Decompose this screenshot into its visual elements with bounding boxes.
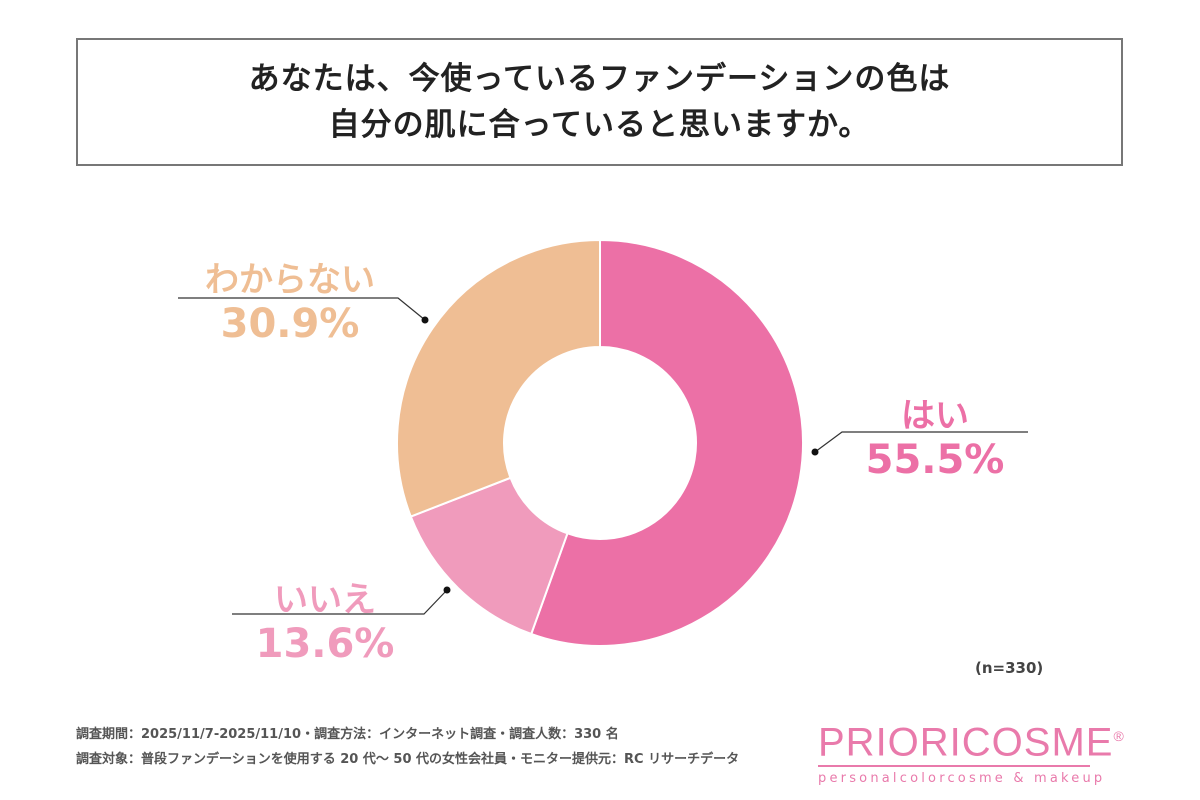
leader-line-0 bbox=[814, 431, 1028, 453]
logo-rule bbox=[818, 765, 1090, 768]
category-label: いいえ bbox=[274, 580, 376, 620]
leader-line-2 bbox=[178, 297, 426, 321]
leader-dot-2 bbox=[421, 316, 429, 324]
brand-logo: PRIORICOSME® personalcolorcosme & makeup bbox=[818, 715, 1124, 787]
sample-size: (n=330) bbox=[975, 659, 1044, 677]
percent-label: 55.5% bbox=[865, 437, 1005, 483]
registered-mark: ® bbox=[1113, 728, 1125, 744]
category-label: わからない bbox=[205, 260, 375, 300]
percent-label: 30.9% bbox=[220, 301, 360, 347]
donut-slice-0 bbox=[529, 238, 804, 647]
label-wakaranai: わからない 30.9% bbox=[185, 252, 395, 347]
label-iie: いいえ 13.6% bbox=[240, 572, 410, 667]
leader-dot-0 bbox=[811, 448, 819, 456]
donut-slice-2 bbox=[396, 238, 601, 518]
label-hai: はい 55.5% bbox=[860, 388, 1010, 483]
leader-dot-1 bbox=[443, 586, 451, 594]
title-line-2: 自分の肌に合っていると思いますか。 bbox=[328, 107, 871, 143]
logo-tagline: personalcolorcosme & makeup bbox=[818, 771, 1106, 787]
leader-line-1 bbox=[232, 589, 448, 615]
title-line-1: あなたは、今使っているファンデーションの色は bbox=[248, 61, 951, 97]
footer-line-1: 調査期間：2025/11/7-2025/11/10・調査方法：インターネット調査… bbox=[76, 727, 619, 742]
logo-text: PRIORICOSME bbox=[818, 720, 1114, 765]
percent-label: 13.6% bbox=[255, 621, 395, 667]
category-label: はい bbox=[901, 396, 969, 436]
question-title-box: あなたは、今使っているファンデーションの色は 自分の肌に合っていると思いますか。 bbox=[76, 38, 1123, 166]
footer-line-2: 調査対象：普段ファンデーションを使用する 20 代～ 50 代の女性会社員・モニ… bbox=[76, 752, 740, 767]
